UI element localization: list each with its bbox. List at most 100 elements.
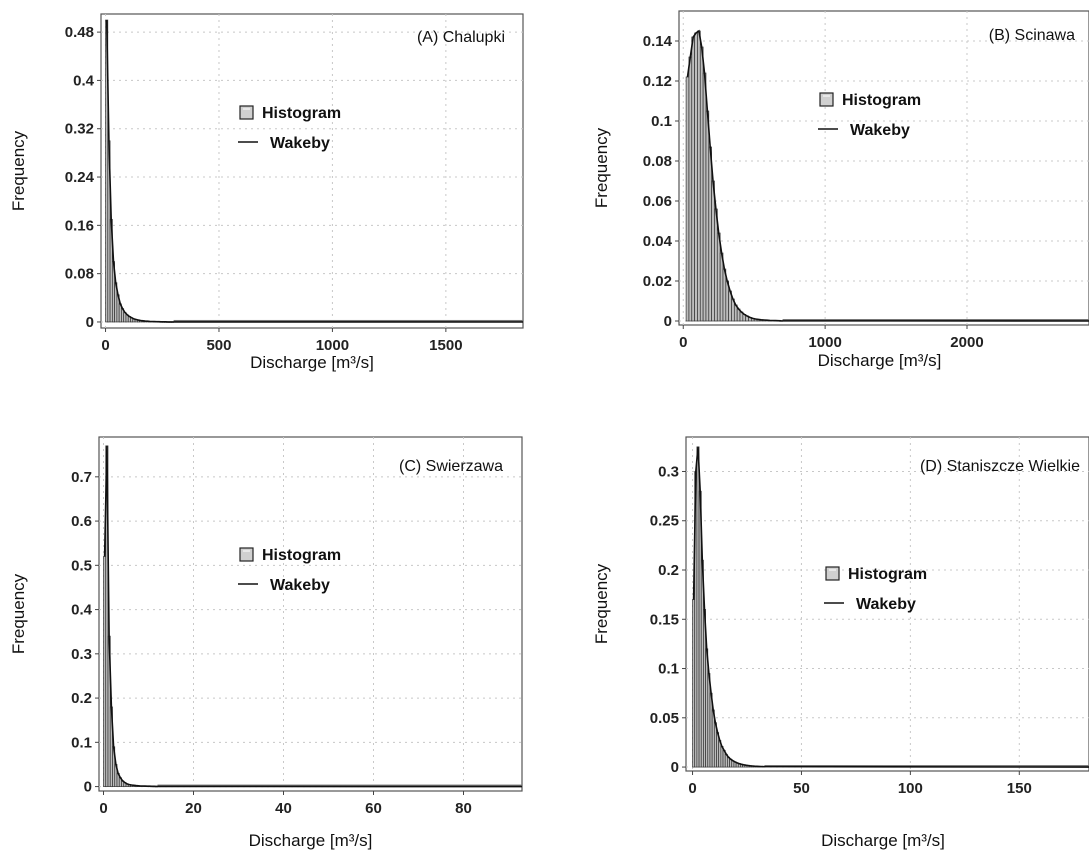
y-tick-label: 0.2 — [658, 562, 679, 579]
y-tick-label: 0.24 — [65, 169, 95, 186]
chart-title: (B) Scinawa — [989, 27, 1075, 44]
wakeby-fit-line — [692, 446, 1089, 768]
histogram-bar — [716, 232, 721, 322]
x-tick-label: 60 — [365, 800, 382, 817]
y-tick-label: 0.16 — [65, 217, 94, 234]
plot-frame — [678, 10, 1089, 326]
y-tick-label: 0 — [86, 314, 94, 331]
x-tick-label: 0 — [101, 337, 109, 354]
legend-label-histogram: Histogram — [262, 547, 341, 564]
histogram-bar — [719, 252, 724, 322]
y-tick-label: 0.25 — [650, 513, 679, 530]
histogram-bar — [705, 110, 710, 322]
histogram-bar — [708, 146, 712, 322]
histogram-bar — [688, 56, 693, 322]
histogram-bar — [699, 46, 704, 322]
x-tick-label: 40 — [275, 800, 292, 817]
y-tick-label: 0 — [671, 759, 679, 776]
x-axis-label: Discharge [m³/s] — [818, 351, 942, 370]
x-tick-label: 1000 — [316, 337, 349, 354]
wakeby-fit-line — [686, 29, 1089, 322]
y-axis-label: Frequency — [592, 563, 611, 644]
histogram-bars — [685, 30, 783, 322]
histogram-bar — [711, 180, 715, 322]
histogram-tail — [157, 784, 522, 787]
histogram-tail — [782, 319, 1089, 321]
chart-panel-3: 0 0.05 0.1 0.15 0.2 0.25 0.3 0 50 100 150 (D) Stani… — [592, 436, 1089, 850]
y-tick-label: 0.1 — [651, 113, 672, 130]
x-tick-label: 50 — [793, 780, 810, 797]
histogram-bars — [105, 19, 174, 323]
y-tick-label: 0.48 — [65, 24, 94, 41]
y-tick-label: 0 — [84, 779, 92, 796]
y-tick-label: 0.06 — [643, 193, 672, 210]
y-axis-label: Frequency — [9, 130, 28, 211]
chart-panel-0: 0 0.08 0.16 0.24 0.32 0.4 0.48 0 500 1000 1500 (A) … — [9, 13, 524, 372]
x-tick-label: 500 — [206, 337, 231, 354]
chart-title: (C) Swierzawa — [399, 458, 503, 475]
x-tick-label: 2000 — [950, 334, 983, 351]
y-tick-label: 0.15 — [650, 611, 679, 628]
grid-lines — [686, 437, 1089, 771]
y-tick-label: 0.08 — [643, 153, 672, 170]
histogram-bar — [105, 445, 109, 787]
histogram-bar — [714, 208, 718, 322]
y-tick-label: 0.4 — [73, 72, 95, 89]
plot-frame — [685, 436, 1089, 772]
y-tick-label: 0.1 — [71, 734, 92, 751]
legend-histogram-swatch — [819, 92, 834, 107]
y-tick-label: 0.05 — [650, 710, 679, 727]
chart-title: (A) Chalupki — [417, 29, 505, 46]
y-tick-label: 0.02 — [643, 273, 672, 290]
y-tick-label: 0.1 — [658, 661, 679, 678]
x-tick-label: 80 — [455, 800, 472, 817]
histogram-bar — [697, 30, 701, 322]
x-axis-label: Discharge [m³/s] — [249, 831, 373, 850]
legend-label-wakeby: Wakeby — [270, 577, 330, 594]
x-tick-label: 1500 — [429, 337, 462, 354]
histogram-bar — [685, 76, 690, 322]
y-axis-label: Frequency — [592, 127, 611, 208]
wakeby-fit-line — [103, 445, 523, 788]
histogram-bar — [694, 32, 698, 322]
legend: Histogram Wakeby — [238, 547, 341, 594]
chart-panel-1: 0 0.02 0.04 0.06 0.08 0.1 0.12 0.14 0 1000 2000 (B)… — [592, 10, 1089, 370]
y-tick-label: 0.14 — [643, 33, 673, 50]
x-axis-label: Discharge [m³/s] — [250, 353, 374, 372]
histogram-tail — [173, 319, 523, 322]
legend: Histogram Wakeby — [238, 105, 341, 152]
plot-frame — [98, 436, 523, 792]
y-tick-label: 0.2 — [71, 690, 92, 707]
legend: Histogram Wakeby — [818, 92, 921, 139]
y-axis-label: Frequency — [9, 573, 28, 654]
legend-histogram-swatch — [239, 105, 254, 120]
x-tick-label: 0 — [99, 800, 107, 817]
wakeby-fit-line — [105, 19, 524, 323]
legend-label-histogram: Histogram — [262, 105, 341, 122]
legend-label-wakeby: Wakeby — [270, 135, 330, 152]
y-tick-label: 0.32 — [65, 121, 94, 138]
y-tick-label: 0.3 — [71, 646, 92, 663]
y-tick-label: 0.12 — [643, 73, 672, 90]
x-tick-label: 0 — [679, 334, 687, 351]
y-tick-label: 0.5 — [71, 557, 92, 574]
x-tick-label: 1000 — [808, 334, 841, 351]
legend-label-wakeby: Wakeby — [850, 122, 910, 139]
chart-title: (D) Staniszcze Wielkie — [920, 458, 1080, 475]
plot-frame — [100, 13, 524, 329]
y-tick-label: 0.08 — [65, 266, 94, 283]
legend-label-histogram: Histogram — [848, 566, 927, 583]
histogram-bar — [722, 268, 727, 322]
legend-label-histogram: Histogram — [842, 92, 921, 109]
y-tick-label: 0.6 — [71, 513, 92, 530]
chart-panel-2: 0 0.1 0.2 0.3 0.4 0.5 0.6 0.7 0 20 40 60 80 (C) Swier… — [9, 436, 523, 850]
x-tick-label: 0 — [688, 780, 696, 797]
legend-histogram-swatch — [825, 566, 840, 581]
x-tick-label: 150 — [1007, 780, 1032, 797]
legend-label-wakeby: Wakeby — [856, 596, 916, 613]
histogram-bar — [691, 36, 695, 322]
y-tick-label: 0.7 — [71, 469, 92, 486]
x-axis-label: Discharge [m³/s] — [821, 831, 945, 850]
legend-histogram-swatch — [239, 547, 254, 562]
x-tick-label: 20 — [185, 800, 202, 817]
